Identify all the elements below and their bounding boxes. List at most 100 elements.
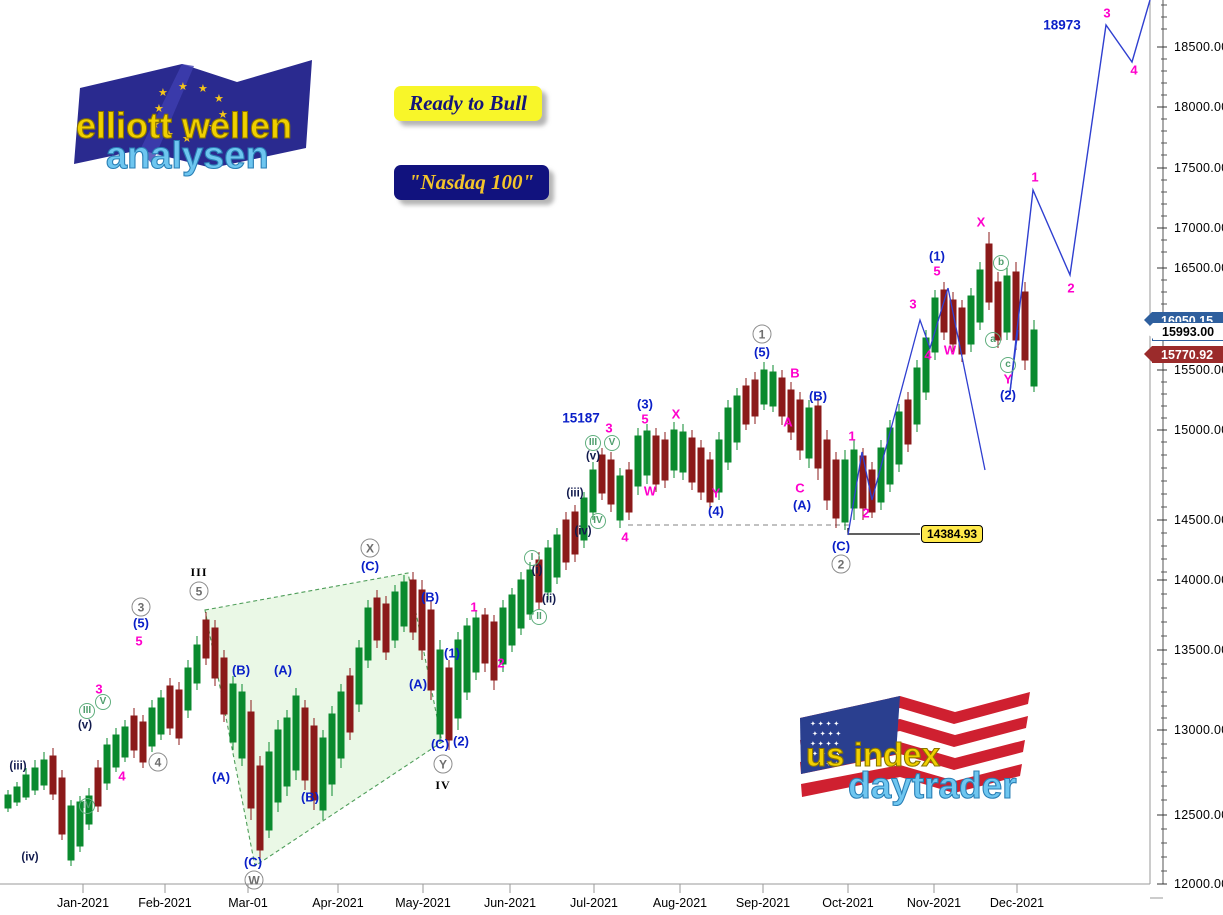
wave-label-W-2: W	[943, 342, 957, 358]
svg-text:★: ★	[218, 109, 228, 121]
wave-label-1-paren: (1)	[444, 645, 460, 661]
price-tick-12000: 12000.00	[1174, 877, 1223, 891]
circled-V-green: V	[95, 694, 111, 710]
wave-label-3-magenta-e: 3	[909, 296, 917, 312]
svg-text:✦ ✦ ✦ ✦: ✦ ✦ ✦ ✦	[810, 740, 839, 748]
wave-label-3-paren: (3)	[637, 396, 653, 412]
wave-label-W-1: W	[643, 483, 657, 499]
wave-label-5-paren-blue: (5)	[133, 615, 149, 631]
wave-label-2-paren-top: (2)	[1000, 387, 1016, 403]
date-tick-apr: Apr-2021	[312, 896, 364, 910]
date-tick-may: May-2021	[395, 896, 451, 910]
logo-text-analysen: analysen	[106, 135, 269, 177]
circled-c-green: c	[1000, 357, 1016, 373]
target-15187: 15187	[562, 410, 600, 426]
wave-label-1-paren-top: (1)	[929, 248, 945, 264]
wave-label-A-2: (A)	[273, 662, 293, 678]
wave-label-C-paren-y: (C)	[430, 736, 450, 752]
wave-label-iii-lower: (iii)	[9, 760, 27, 773]
svg-text:★: ★	[208, 121, 218, 133]
price-tick-14500: 14500.00	[1174, 513, 1223, 527]
wave-label-5-paren-top: (5)	[754, 344, 770, 360]
wave-label-4-paren: (4)	[708, 503, 724, 519]
date-tick-mar: Mar-01	[228, 896, 268, 910]
svg-text:✦ ✦ ✦ ✦: ✦ ✦ ✦ ✦	[812, 730, 841, 738]
price-tick-14000: 14000.00	[1174, 573, 1223, 587]
circled-II-green: II	[531, 609, 547, 625]
price-tick-18500: 18500.00	[1174, 40, 1223, 54]
svg-text:★: ★	[164, 129, 174, 141]
wave-label-5-magenta-c: 5	[641, 411, 649, 427]
target-18973: 18973	[1043, 17, 1081, 33]
wave-label-Y-1: Y	[711, 485, 721, 501]
wave-label-X-2: X	[976, 214, 986, 230]
price-axis-ticks	[1157, 46, 1167, 885]
svg-text:★: ★	[214, 93, 224, 105]
price-axis-minor-ticks	[1161, 4, 1167, 872]
price-tick-13000: 13000.00	[1174, 723, 1223, 737]
circled-III-green: III	[79, 703, 95, 719]
wave-label-C-magenta: C	[795, 480, 805, 496]
date-tick-jun: Jun-2021	[483, 896, 537, 910]
us-index-daytrader-logo: ✦ ✦ ✦ ✦ ✦ ✦ ✦ ✦ ✦ ✦ ✦ ✦ ✦ ✦ ✦ ✦ ✦ ✦ ✦ ✦ us…	[800, 692, 1030, 814]
wave-label-i-lower: (i)	[531, 564, 543, 577]
svg-text:★: ★	[198, 83, 208, 95]
price-tick-15500: 15500.00	[1174, 363, 1223, 377]
price-tick-16500: 16500.00	[1174, 261, 1223, 275]
price-tick-15000: 15000.00	[1174, 423, 1223, 437]
price-tick-13500: 13500.00	[1174, 643, 1223, 657]
wave-label-ii-lower: (ii)	[541, 593, 557, 606]
wave-label-1-magenta-d: 1	[848, 428, 856, 444]
logo-text-daytrader: daytrader	[848, 765, 1017, 806]
wave-label-C-paren-x: (C)	[360, 558, 380, 574]
wave-label-A-magenta: A	[783, 414, 793, 430]
prev-close-marker: 15770.92	[1144, 346, 1223, 363]
date-tick-sep: Sep-2021	[735, 896, 791, 910]
wave-label-2-paren: (2)	[453, 733, 469, 749]
wave-label-4-magenta-e: 4	[924, 347, 932, 363]
wave-label-3-magenta-c: 3	[605, 420, 613, 436]
date-tick-jan: Jan-2021	[56, 896, 110, 910]
svg-text:✦ ✦ ✦ ✦: ✦ ✦ ✦ ✦	[812, 750, 841, 758]
wave-label-C-1: (C)	[243, 854, 263, 870]
last-price-marker: 15993.00	[1145, 322, 1223, 341]
price-tick-18000: 18000.00	[1174, 100, 1223, 114]
svg-text:★: ★	[150, 119, 160, 131]
wave-label-A-1: (A)	[211, 769, 231, 785]
wave-label-B-paren-blue: (B)	[808, 388, 828, 404]
eu-flag-icon: ★ ★ ★★ ★★ ★★ ★ ★	[74, 60, 312, 168]
price-tick-17000: 17000.00	[1174, 221, 1223, 235]
marker-arrow-icon	[1144, 312, 1152, 328]
elliott-wellen-logo: ★ ★ ★★ ★★ ★★ ★ ★ elliott wellen analysen	[74, 60, 312, 178]
headline-badge: Ready to Bull	[394, 86, 542, 121]
candlestick-series	[4, 232, 1038, 866]
circled-2-gray: 2	[831, 554, 851, 574]
circled-IV-green: IV	[79, 798, 95, 814]
price-projection	[1009, 0, 1151, 393]
wave-label-3-magenta-a: 3	[95, 681, 103, 697]
wave-label-X-1: X	[671, 406, 681, 422]
wave-label-Y-2: Y	[1003, 371, 1013, 387]
svg-text:✦ ✦ ✦ ✦: ✦ ✦ ✦ ✦	[810, 720, 839, 728]
wave-label-2-proj: 2	[1067, 280, 1075, 296]
wave-label-iii-lower-2: (iii)	[566, 487, 584, 500]
wave-label-iv-lower-2: (iv)	[574, 525, 592, 538]
circled-1-gray: 1	[752, 324, 772, 344]
wave-label-A-3: (A)	[408, 676, 428, 692]
wave-label-1-proj: 1	[1031, 169, 1039, 185]
svg-text:★: ★	[158, 87, 168, 99]
date-tick-aug: Aug-2021	[652, 896, 708, 910]
marker-arrow-icon	[1145, 323, 1153, 339]
logo-text-us-index: us index	[806, 736, 941, 773]
date-tick-jul: Jul-2021	[570, 896, 618, 910]
wave-label-A-paren-blue: (A)	[792, 497, 812, 513]
wave-label-B-1: (B)	[231, 662, 251, 678]
circled-5-gray: 5	[189, 581, 209, 601]
circled-III-green-2: III	[585, 435, 601, 451]
circled-4-gray: 4	[148, 752, 168, 772]
prev-close-marker-label: 15770.92	[1161, 347, 1214, 362]
price-tick-17500: 17500.00	[1174, 161, 1223, 175]
wave-label-1-magenta-b: 1	[470, 599, 478, 615]
